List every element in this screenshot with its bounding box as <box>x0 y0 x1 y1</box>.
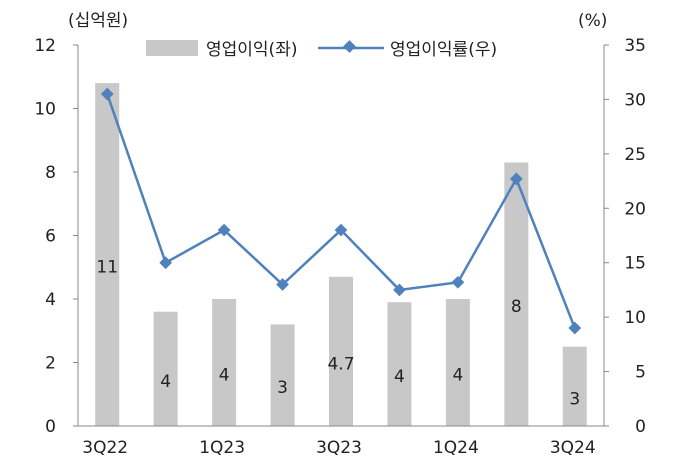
bar-data-label: 3 <box>277 378 288 398</box>
bar <box>504 162 529 426</box>
bar <box>153 311 178 426</box>
left-axis-unit: (십억원) <box>68 11 128 31</box>
line-point <box>159 256 173 270</box>
left-tick-label: 2 <box>45 354 56 374</box>
legend-line-marker <box>343 40 356 53</box>
legend-bar-label: 영업이익(좌) <box>206 40 297 60</box>
bar-data-label: 4 <box>452 366 463 386</box>
legend-line-label: 영업이익률(우) <box>390 40 497 60</box>
left-tick-label: 0 <box>45 417 56 437</box>
bar-series <box>95 83 587 426</box>
x-tick-label: 1Q24 <box>433 438 479 458</box>
left-tick-label: 12 <box>34 36 56 56</box>
legend: 영업이익(좌) 영업이익률(우) <box>146 40 497 60</box>
bar-data-label: 11 <box>96 258 118 278</box>
right-axis-unit: (%) <box>578 11 607 31</box>
line-series <box>100 87 582 335</box>
bar-data-label: 4.7 <box>327 354 354 374</box>
right-tick-label: 10 <box>624 308 646 328</box>
x-tick-label: 3Q22 <box>82 438 128 458</box>
left-axis-ticks: 0 2 4 6 8 10 12 <box>34 36 78 437</box>
bar <box>95 83 120 426</box>
x-tick-label: 3Q24 <box>550 438 596 458</box>
line-point <box>568 321 582 335</box>
line-point <box>276 278 289 291</box>
bar-data-label: 4 <box>160 372 171 392</box>
right-tick-label: 35 <box>624 36 646 56</box>
x-axis-ticks: 3Q22 1Q23 3Q23 1Q24 3Q24 <box>82 438 595 458</box>
left-tick-label: 8 <box>45 163 56 183</box>
right-tick-label: 15 <box>624 254 646 274</box>
bar <box>329 276 353 426</box>
bar-data-label: 4 <box>394 367 405 387</box>
right-tick-label: 5 <box>635 363 646 383</box>
x-tick-label: 3Q23 <box>316 438 362 458</box>
left-tick-label: 10 <box>34 100 56 120</box>
line-point <box>217 223 231 237</box>
x-tick-label: 1Q23 <box>199 438 245 458</box>
bar <box>562 346 587 426</box>
axes <box>77 45 605 427</box>
bar <box>387 302 412 426</box>
line-point <box>451 275 465 289</box>
left-tick-label: 6 <box>45 227 56 247</box>
right-axis-ticks: 0 5 10 15 20 25 30 35 <box>604 36 646 437</box>
bar-data-label: 3 <box>569 389 580 409</box>
line-point <box>393 283 406 297</box>
legend-bar-swatch <box>146 40 198 56</box>
line-point <box>509 172 523 186</box>
bar-data-labels: 11 4 4 3 4.7 4 4 8 3 <box>96 258 580 410</box>
left-tick-label: 4 <box>45 290 56 310</box>
right-tick-label: 30 <box>624 90 646 110</box>
bar <box>212 299 237 426</box>
bar-data-label: 8 <box>511 297 522 317</box>
right-tick-label: 20 <box>624 199 646 219</box>
bar <box>445 299 470 426</box>
bar-data-label: 4 <box>219 366 230 386</box>
line-point <box>334 223 348 237</box>
right-tick-label: 25 <box>624 145 646 165</box>
bar <box>270 324 295 426</box>
right-tick-label: 0 <box>635 417 646 437</box>
